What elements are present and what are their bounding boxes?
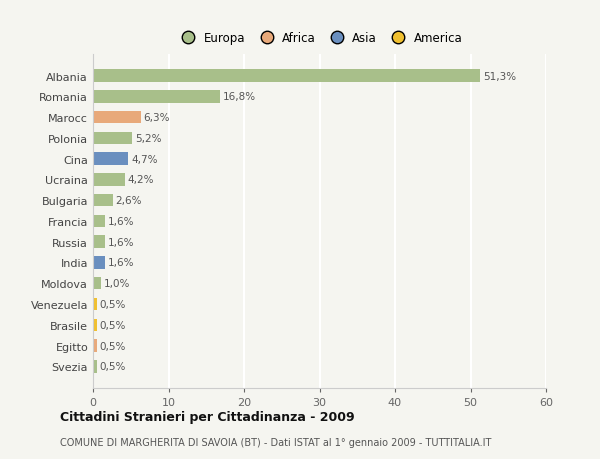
Bar (93, 70, 481, 83)
Bar (93, 277, 101, 290)
Bar (93, 236, 105, 248)
Text: 0,5%: 0,5% (100, 362, 126, 371)
Bar (93, 340, 97, 352)
Bar (93, 215, 105, 228)
Bar (93, 257, 105, 269)
Text: 16,8%: 16,8% (223, 92, 256, 102)
Text: 0,5%: 0,5% (100, 299, 126, 309)
Bar (93, 91, 220, 103)
Text: 0,5%: 0,5% (100, 320, 126, 330)
Legend: Europa, Africa, Asia, America: Europa, Africa, Asia, America (172, 28, 467, 50)
Bar (93, 132, 132, 145)
Text: 1,0%: 1,0% (104, 279, 130, 289)
Text: 4,7%: 4,7% (131, 154, 158, 164)
Text: 1,6%: 1,6% (108, 237, 134, 247)
Bar (93, 174, 125, 186)
Text: 6,3%: 6,3% (143, 113, 170, 123)
Bar (93, 195, 113, 207)
Bar (93, 360, 97, 373)
Text: 1,6%: 1,6% (108, 217, 134, 226)
Text: 1,6%: 1,6% (108, 258, 134, 268)
Bar (93, 112, 140, 124)
Text: 51,3%: 51,3% (484, 72, 517, 81)
Text: 0,5%: 0,5% (100, 341, 126, 351)
Text: 2,6%: 2,6% (116, 196, 142, 206)
Bar (93, 319, 97, 331)
Text: 4,2%: 4,2% (128, 175, 154, 185)
Text: COMUNE DI MARGHERITA DI SAVOIA (BT) - Dati ISTAT al 1° gennaio 2009 - TUTTITALIA: COMUNE DI MARGHERITA DI SAVOIA (BT) - Da… (60, 437, 491, 447)
Bar (93, 153, 128, 166)
Text: 5,2%: 5,2% (135, 134, 162, 144)
Text: Cittadini Stranieri per Cittadinanza - 2009: Cittadini Stranieri per Cittadinanza - 2… (60, 410, 355, 423)
Bar (93, 298, 97, 311)
